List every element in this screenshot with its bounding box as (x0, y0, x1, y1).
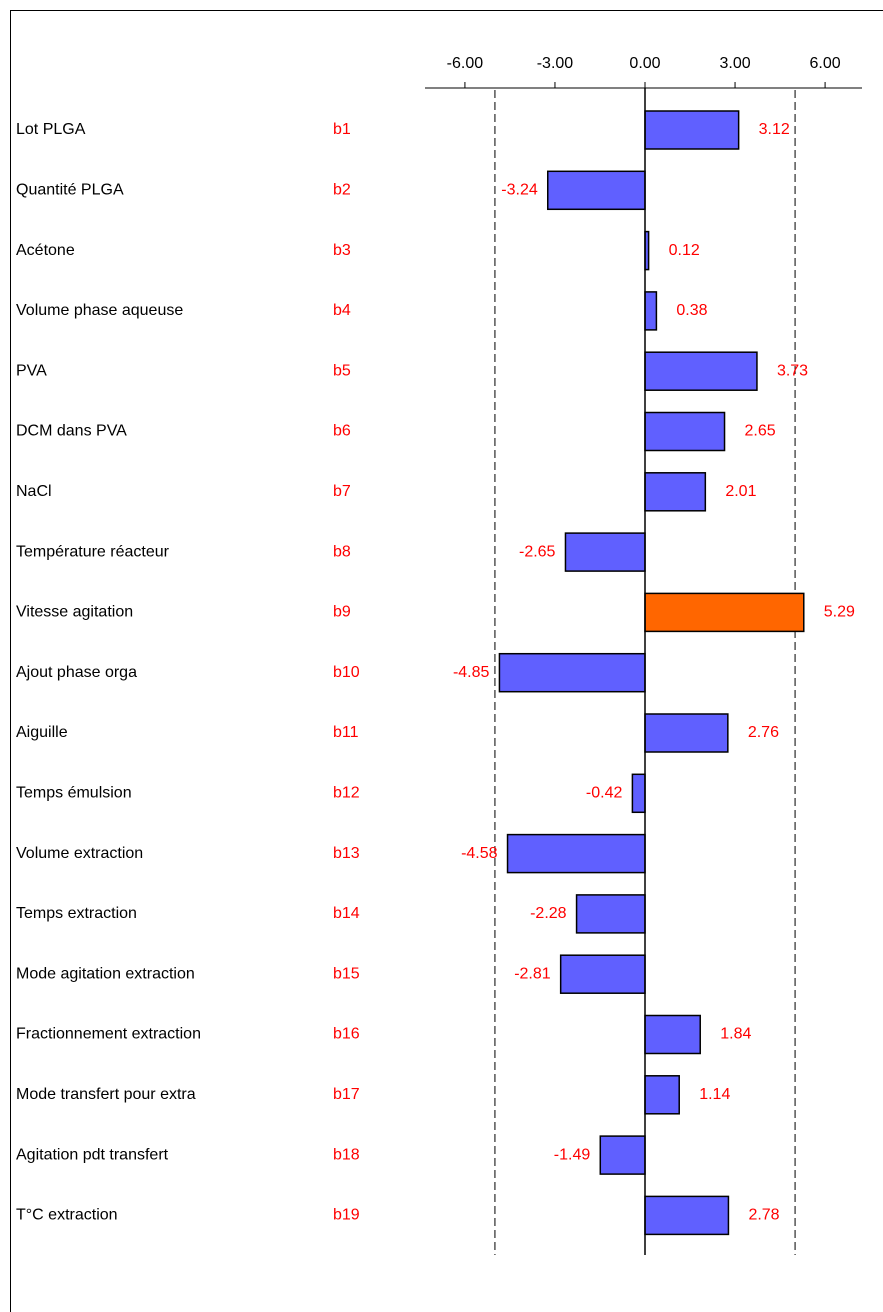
factor-name: T°C extraction (16, 1207, 118, 1224)
value-label: 0.38 (676, 302, 707, 319)
bar (599, 1135, 646, 1175)
value-label: 2.65 (745, 423, 776, 440)
factor-code: b15 (333, 965, 360, 982)
bar (559, 954, 646, 994)
factor-code: b8 (333, 543, 351, 560)
factor-name: Quantité PLGA (16, 182, 124, 199)
bar (644, 1195, 730, 1236)
factor-name: DCM dans PVA (16, 423, 127, 440)
factor-code: b14 (333, 905, 360, 922)
value-label: -2.81 (514, 965, 551, 982)
bar (547, 170, 646, 211)
factor-code: b5 (333, 362, 351, 379)
factor-code: b7 (333, 483, 351, 500)
bar (644, 110, 740, 150)
factor-code: b13 (333, 845, 360, 862)
factor-code: b11 (333, 724, 359, 741)
factor-name: Aiguille (16, 724, 68, 741)
factor-code: b4 (333, 302, 351, 319)
factor-code: b10 (333, 664, 360, 681)
value-label: 1.84 (720, 1026, 751, 1043)
factor-name: Vitesse agitation (16, 604, 133, 621)
x-tick-label: -6.00 (447, 55, 484, 72)
value-label: -1.49 (554, 1146, 591, 1163)
factor-name: Température réacteur (16, 543, 170, 560)
frame (10, 10, 883, 1312)
bar (644, 472, 707, 512)
value-label: -2.65 (519, 543, 556, 560)
factor-code: b16 (333, 1026, 360, 1043)
bar (644, 713, 729, 753)
factor-code: b18 (333, 1146, 360, 1163)
bar (644, 1014, 701, 1055)
bar (498, 652, 646, 693)
x-tick-label: -3.00 (537, 55, 574, 72)
factor-name: Ajout phase orga (16, 664, 137, 681)
value-label: -2.28 (530, 905, 567, 922)
bar (644, 411, 726, 452)
value-label: 2.76 (748, 724, 779, 741)
bar (506, 833, 646, 874)
factor-name: Volume extraction (16, 845, 143, 862)
bar (564, 532, 646, 572)
value-label: -4.85 (453, 664, 490, 681)
factor-name: Mode transfert pour extra (16, 1086, 196, 1103)
value-label: -4.58 (461, 845, 498, 862)
factor-name: NaCl (16, 483, 52, 500)
factor-code: b1 (333, 121, 351, 138)
value-label: -3.24 (501, 182, 538, 199)
value-label: 2.01 (725, 483, 756, 500)
bar (644, 1075, 680, 1115)
x-tick-label: 6.00 (810, 55, 841, 72)
bar (631, 773, 646, 814)
bar (575, 894, 646, 934)
value-label: 1.14 (699, 1086, 730, 1103)
value-label: 2.78 (748, 1207, 779, 1224)
factor-name: Mode agitation extraction (16, 965, 195, 982)
value-label: 5.29 (824, 604, 855, 621)
value-label: 3.12 (759, 121, 790, 138)
factor-code: b6 (333, 423, 351, 440)
factor-name: Fractionnement extraction (16, 1026, 201, 1043)
factor-code: b19 (333, 1207, 360, 1224)
x-tick-label: 3.00 (719, 55, 750, 72)
factor-code: b3 (333, 242, 351, 259)
factor-code: b2 (333, 182, 351, 199)
factor-code: b12 (333, 785, 360, 802)
value-label: 3.73 (777, 362, 808, 379)
factor-name: PVA (16, 362, 47, 379)
factor-name: Lot PLGA (16, 121, 86, 138)
factor-code: b17 (333, 1086, 360, 1103)
factor-code: b9 (333, 604, 351, 621)
factor-name: Volume phase aqueuse (16, 302, 183, 319)
factor-name: Agitation pdt transfert (16, 1146, 169, 1163)
factor-name: Temps extraction (16, 905, 137, 922)
factor-name: Acétone (16, 242, 75, 259)
x-tick-label: 0.00 (629, 55, 660, 72)
bar (644, 291, 658, 331)
bar (644, 592, 805, 633)
value-label: -0.42 (586, 785, 623, 802)
bar (644, 351, 758, 391)
value-label: 0.12 (669, 242, 700, 259)
factor-name: Temps émulsion (16, 785, 132, 802)
